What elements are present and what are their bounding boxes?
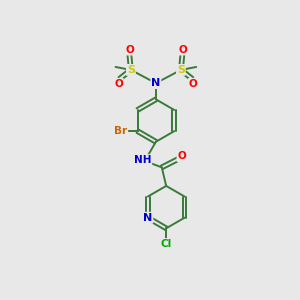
- Text: Cl: Cl: [160, 239, 172, 249]
- Text: NH: NH: [134, 155, 152, 165]
- Text: N: N: [143, 213, 152, 223]
- Text: O: O: [189, 79, 198, 89]
- Text: Br: Br: [114, 126, 127, 136]
- Text: O: O: [178, 45, 187, 55]
- Text: O: O: [114, 79, 123, 89]
- Text: O: O: [177, 151, 186, 161]
- Text: N: N: [151, 78, 160, 88]
- Text: S: S: [177, 65, 185, 75]
- Text: O: O: [125, 45, 134, 55]
- Text: S: S: [127, 65, 135, 75]
